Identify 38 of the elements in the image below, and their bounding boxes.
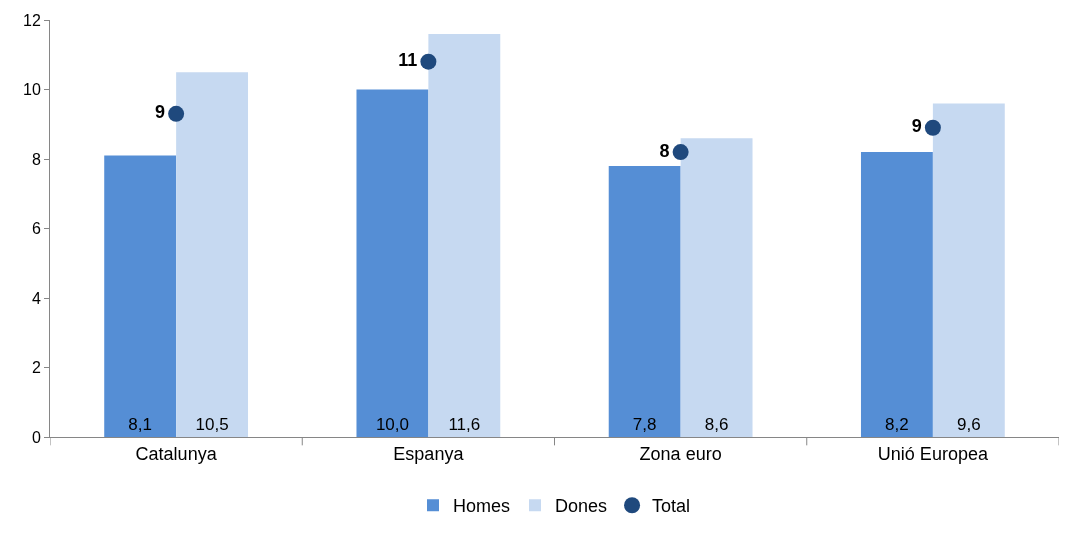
data-label: 10,5 (195, 415, 229, 434)
y-tick-label: 2 (31, 359, 41, 377)
bar (428, 33, 501, 437)
x-tick-label: Zona euro (639, 443, 722, 464)
data-label: 9 (911, 116, 922, 137)
bar (680, 138, 753, 437)
y-tick-label: 8 (31, 150, 41, 168)
data-label: 11,6 (448, 415, 481, 434)
point (420, 53, 437, 70)
legend-label: Homes (453, 496, 511, 517)
x-tick-label: Catalunya (135, 443, 218, 464)
x-tick-label: Unió Europea (877, 443, 989, 464)
legend-label: Total (652, 496, 691, 517)
bar (356, 89, 429, 437)
data-label: 9,6 (957, 415, 981, 434)
point (924, 119, 941, 136)
legend-label: Dones (555, 496, 608, 517)
x-tick-label: Espanya (393, 443, 465, 464)
bar (608, 165, 681, 437)
y-tick-label: 6 (31, 220, 41, 238)
data-label: 9 (155, 102, 166, 123)
point (672, 144, 689, 161)
data-label: 8 (659, 140, 670, 161)
bar (860, 152, 933, 437)
bar (104, 155, 177, 437)
y-tick-label: 4 (31, 289, 41, 307)
bar (176, 72, 249, 437)
data-label: 8,6 (704, 415, 729, 434)
data-label: 8,2 (885, 415, 909, 434)
bar (932, 103, 1005, 437)
data-label: 7,8 (632, 415, 657, 434)
y-tick-label: 0 (31, 428, 41, 446)
data-label: 11 (398, 50, 418, 71)
data-label: 8,1 (128, 415, 152, 434)
data-label: 10,0 (375, 415, 409, 434)
y-tick-label: 10 (23, 81, 41, 99)
point (168, 105, 185, 122)
y-tick-label: 12 (23, 11, 41, 29)
